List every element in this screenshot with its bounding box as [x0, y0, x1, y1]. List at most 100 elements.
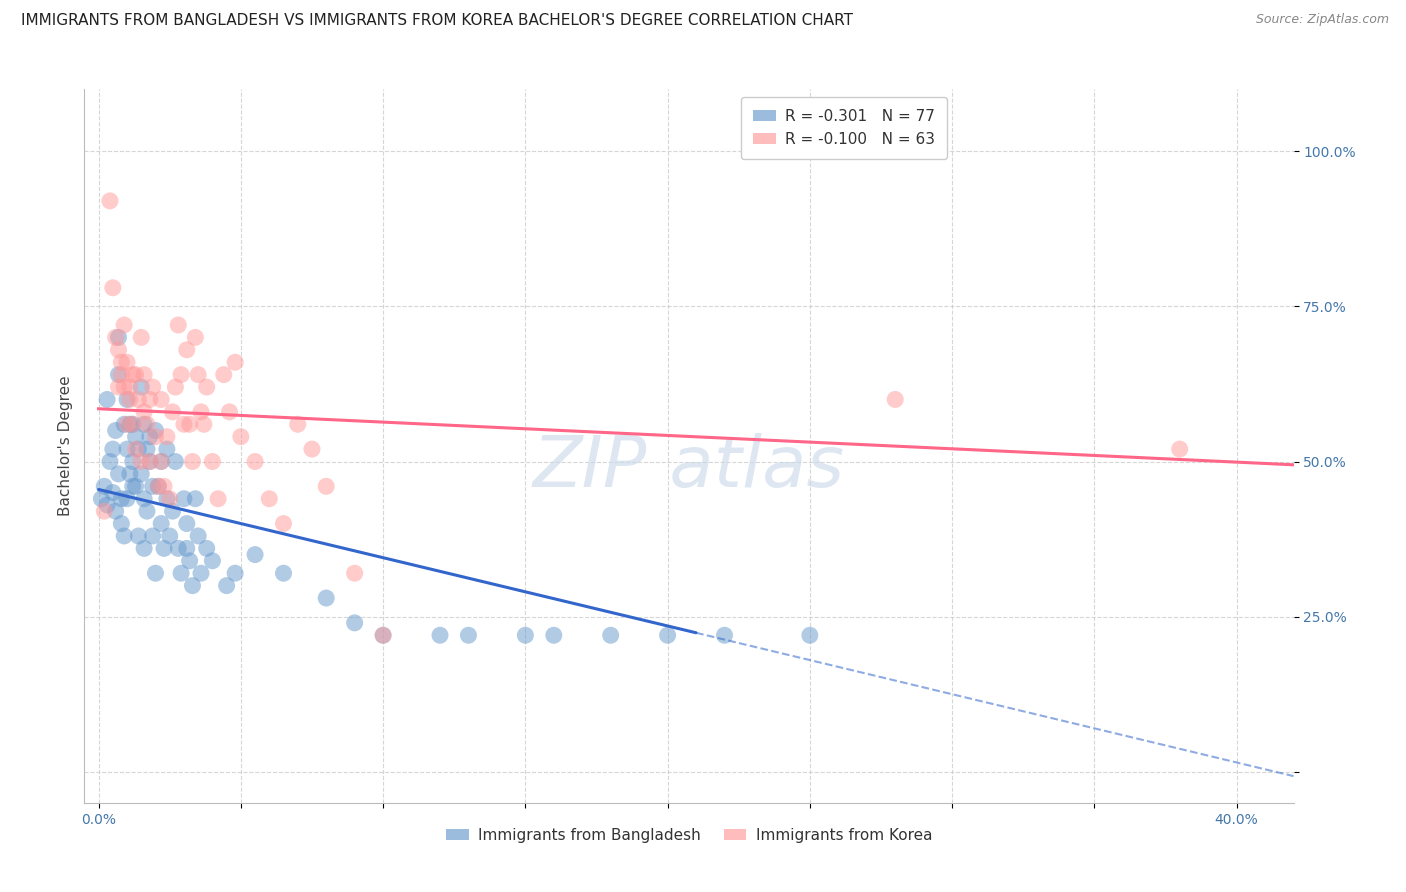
Point — [148, 479, 170, 493]
Point — [148, 479, 170, 493]
Point — [142, 479, 165, 493]
Point — [129, 467, 152, 481]
Point — [96, 392, 118, 407]
Point — [713, 628, 735, 642]
Point — [129, 454, 152, 468]
Point — [150, 454, 173, 468]
Point — [181, 454, 204, 468]
Point — [90, 491, 112, 506]
Point — [301, 442, 323, 456]
Point — [187, 529, 209, 543]
Point — [371, 628, 394, 642]
Point — [145, 430, 167, 444]
Point — [170, 368, 193, 382]
Point — [124, 368, 146, 382]
Point — [224, 566, 246, 581]
Point — [139, 454, 162, 468]
Point — [1168, 442, 1191, 456]
Point — [599, 628, 621, 642]
Point — [124, 442, 146, 456]
Point — [118, 467, 141, 481]
Legend: Immigrants from Bangladesh, Immigrants from Korea: Immigrants from Bangladesh, Immigrants f… — [440, 822, 938, 848]
Point — [657, 628, 679, 642]
Point — [127, 392, 149, 407]
Text: Source: ZipAtlas.com: Source: ZipAtlas.com — [1256, 13, 1389, 27]
Point — [207, 491, 229, 506]
Point — [184, 330, 207, 344]
Point — [218, 405, 240, 419]
Point — [136, 442, 159, 456]
Point — [129, 330, 152, 344]
Point — [139, 392, 162, 407]
Point — [543, 628, 565, 642]
Point — [132, 541, 155, 556]
Point — [112, 417, 135, 432]
Point — [101, 281, 124, 295]
Point — [118, 392, 141, 407]
Point — [215, 579, 238, 593]
Point — [93, 504, 115, 518]
Text: ZIP atlas: ZIP atlas — [533, 433, 845, 502]
Point — [145, 566, 167, 581]
Point — [159, 529, 181, 543]
Point — [104, 424, 127, 438]
Point — [136, 417, 159, 432]
Point — [190, 566, 212, 581]
Point — [224, 355, 246, 369]
Point — [101, 442, 124, 456]
Point — [115, 442, 138, 456]
Point — [107, 343, 129, 357]
Point — [287, 417, 309, 432]
Point — [96, 498, 118, 512]
Point — [145, 424, 167, 438]
Point — [201, 454, 224, 468]
Point — [165, 380, 187, 394]
Point — [162, 504, 184, 518]
Point — [429, 628, 451, 642]
Point — [371, 628, 394, 642]
Point — [121, 454, 143, 468]
Point — [150, 454, 173, 468]
Point — [184, 491, 207, 506]
Point — [165, 454, 187, 468]
Point — [181, 579, 204, 593]
Point — [187, 368, 209, 382]
Point — [315, 479, 337, 493]
Point — [229, 430, 252, 444]
Point — [162, 405, 184, 419]
Point — [136, 504, 159, 518]
Point — [343, 566, 366, 581]
Point — [132, 368, 155, 382]
Point — [139, 454, 162, 468]
Point — [112, 318, 135, 332]
Point — [115, 392, 138, 407]
Point — [173, 491, 195, 506]
Point — [124, 479, 146, 493]
Point — [118, 417, 141, 432]
Point — [273, 516, 295, 531]
Point — [127, 529, 149, 543]
Point — [127, 442, 149, 456]
Point — [150, 516, 173, 531]
Y-axis label: Bachelor's Degree: Bachelor's Degree — [58, 376, 73, 516]
Point — [98, 454, 121, 468]
Point — [93, 479, 115, 493]
Point — [142, 529, 165, 543]
Point — [315, 591, 337, 605]
Point — [118, 380, 141, 394]
Text: IMMIGRANTS FROM BANGLADESH VS IMMIGRANTS FROM KOREA BACHELOR'S DEGREE CORRELATIO: IMMIGRANTS FROM BANGLADESH VS IMMIGRANTS… — [21, 13, 853, 29]
Point — [190, 405, 212, 419]
Point — [243, 548, 266, 562]
Point — [121, 417, 143, 432]
Point — [150, 392, 173, 407]
Point — [124, 430, 146, 444]
Point — [167, 318, 190, 332]
Point — [156, 430, 179, 444]
Point — [799, 628, 821, 642]
Point — [121, 417, 143, 432]
Point — [104, 330, 127, 344]
Point — [176, 343, 198, 357]
Point — [156, 442, 179, 456]
Point — [170, 566, 193, 581]
Point — [159, 491, 181, 506]
